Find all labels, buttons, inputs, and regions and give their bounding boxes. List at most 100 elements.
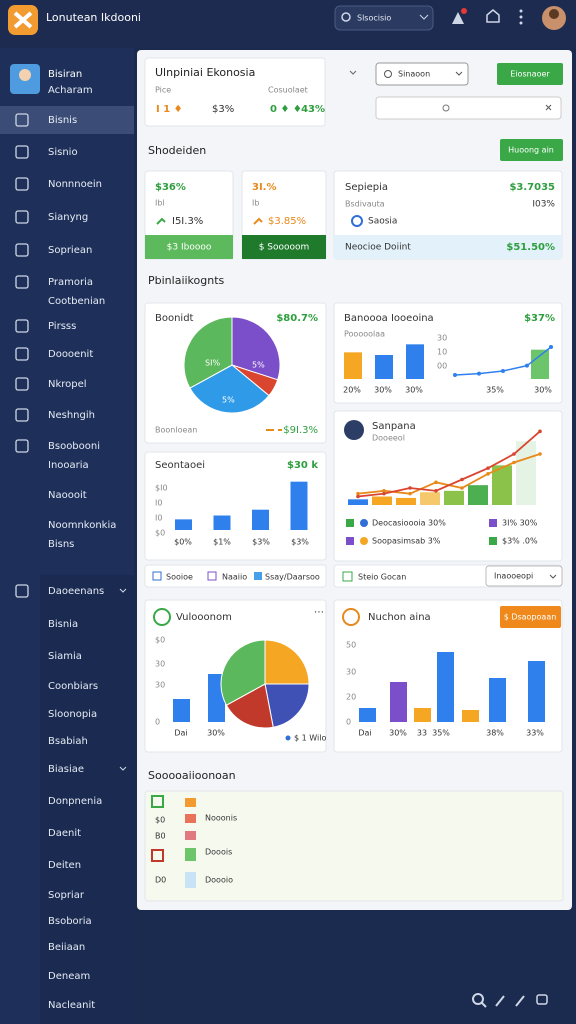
chevron [455, 71, 463, 76]
search-input[interactable] [375, 62, 469, 86]
nav-item[interactable]: Coonbiars [48, 681, 98, 692]
nav-item[interactable]: Pramoria [48, 277, 93, 288]
nav-item[interactable]: Bisnis [48, 115, 77, 126]
legend-swatch [360, 537, 368, 545]
pie-slice [225, 683, 274, 729]
bottom-card [144, 790, 564, 902]
nav-item[interactable]: Sopriean [48, 245, 92, 256]
point [460, 477, 464, 482]
y-tick-label: 0 [346, 718, 351, 727]
x-tick-label: Dai [358, 729, 371, 738]
nav-item[interactable]: Inooaria [48, 460, 89, 471]
profile-name: Bisiran [48, 69, 82, 80]
notification-icon[interactable] [452, 12, 464, 24]
nav-item[interactable]: Deiten [48, 860, 81, 871]
legend-swatch [185, 798, 196, 807]
kpi-action[interactable] [145, 235, 233, 259]
section-title: Pbinlaiikognts [148, 274, 225, 287]
kpi-action[interactable] [242, 235, 326, 259]
nav-icon [15, 177, 29, 191]
card-icon [153, 608, 171, 626]
nav-item[interactable]: Neshngih [48, 410, 95, 421]
x-tick-label: $1% [213, 538, 231, 547]
text-input[interactable] [375, 96, 562, 120]
row-label: D0 [155, 876, 166, 885]
tool-chat[interactable] [536, 994, 548, 1005]
section-button[interactable] [500, 139, 563, 161]
menu-dot[interactable] [519, 9, 523, 13]
pie-slice [264, 683, 310, 728]
point [453, 373, 457, 377]
kpi-label: Ibl [155, 199, 165, 208]
kpi-title: Sepiepia [345, 182, 388, 193]
search-icon [341, 12, 351, 22]
x-tick-label: $3% [252, 538, 270, 547]
chevron [419, 14, 429, 20]
clear-icon[interactable] [545, 104, 552, 111]
card-button[interactable] [500, 606, 561, 628]
nav-item[interactable]: Nacleanit [48, 1000, 95, 1011]
profile-face [19, 69, 31, 81]
tool-edit[interactable] [495, 995, 525, 1007]
point [486, 472, 490, 476]
pie-slice [220, 639, 266, 706]
nav-item[interactable]: Deneam [48, 971, 90, 982]
point [486, 466, 490, 470]
y-tick-label: I0 [155, 499, 162, 508]
nav-item[interactable]: Bsabiah [48, 736, 88, 747]
tool-search[interactable] [472, 993, 484, 1005]
nav-item[interactable]: Sianyng [48, 212, 88, 223]
status-icon [351, 215, 363, 227]
nav-item[interactable]: Sloonopia [48, 709, 97, 720]
nav-item[interactable]: Pirsss [48, 321, 76, 332]
nav-item[interactable]: Nkropel [48, 379, 87, 390]
pie-slice [264, 639, 310, 685]
card-menu[interactable]: ⋯ [314, 607, 324, 618]
card-button-label: $ Dsaopoaan [504, 613, 557, 622]
point [460, 486, 464, 490]
card-title: Vulooonom [176, 612, 232, 623]
nav-item[interactable]: Sopriar [48, 890, 85, 901]
bar [175, 519, 192, 530]
dropdown[interactable] [485, 565, 563, 587]
home-icon[interactable] [486, 9, 500, 23]
bar [290, 481, 308, 530]
legend-label: Sooioe [166, 573, 193, 582]
nav-item[interactable]: Beiiaan [48, 942, 85, 953]
search-box[interactable] [334, 5, 434, 31]
nav-item[interactable]: Sisnio [48, 147, 78, 158]
nav-item[interactable]: Bisns [48, 539, 74, 550]
y-tick-label: 30 [155, 681, 165, 690]
kpi-change: I03% [532, 200, 555, 210]
search-icon [442, 104, 450, 112]
nav-icon [15, 243, 29, 257]
nav-item[interactable]: Naoooit [48, 490, 87, 501]
x-tick-label: 30% [389, 729, 407, 738]
nav-item[interactable]: Noomnkonkia [48, 520, 116, 531]
nav-item[interactable]: Daoeenans [48, 586, 104, 597]
nav-item[interactable]: Nonnnoein [48, 179, 102, 190]
chevron[interactable] [349, 70, 357, 75]
legend-swatch [207, 571, 217, 581]
filter-icon-text: 0 ♦ ♦ [270, 104, 302, 115]
nav-item[interactable]: Daenit [48, 828, 81, 839]
kpi-change: $3.85% [268, 216, 306, 227]
nav-item[interactable]: Donpnenia [48, 796, 102, 807]
nav-item[interactable]: Biasiae [48, 764, 84, 775]
nav-item[interactable]: Cootbenian [48, 296, 105, 307]
nav-item[interactable]: Siamia [48, 651, 82, 662]
y-tick-label: $0 [155, 529, 165, 538]
nav-icon [15, 210, 29, 224]
nav-item[interactable]: Bsoboria [48, 916, 92, 927]
nav-item[interactable]: Doooenit [48, 349, 93, 360]
legend-swatch [152, 571, 162, 581]
bar [372, 496, 392, 505]
filter-button[interactable] [497, 63, 563, 85]
checkbox[interactable] [342, 571, 353, 582]
nav-item[interactable]: Bisnia [48, 619, 78, 630]
nav-icon [15, 377, 29, 391]
nav-item[interactable]: Bsoobooni [48, 441, 100, 452]
nav-icon [15, 319, 29, 333]
bar [437, 652, 454, 722]
point [434, 489, 438, 493]
